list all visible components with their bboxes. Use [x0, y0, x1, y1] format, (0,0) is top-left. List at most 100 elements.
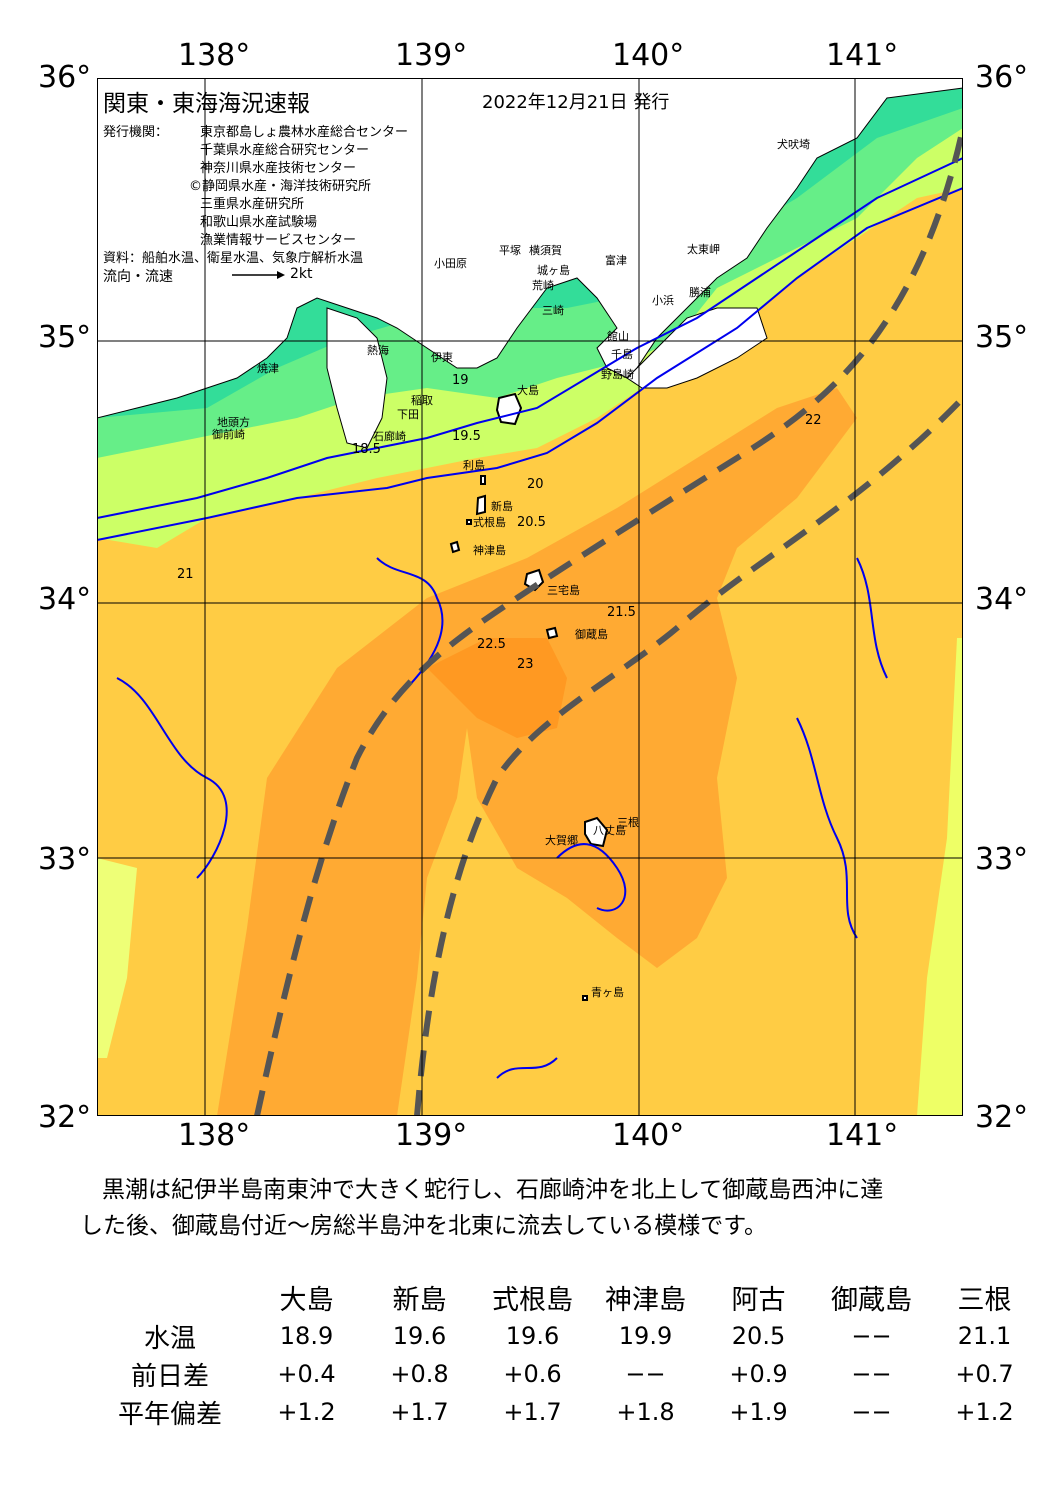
isotherm-18-5	[97, 157, 963, 519]
lat-label-34-left: 34°	[38, 582, 92, 617]
place-label: 勝浦	[689, 285, 711, 299]
place-label: 御前崎	[212, 427, 245, 441]
lon-label-141-top: 141°	[826, 38, 899, 73]
place-label: 利島	[463, 458, 485, 472]
isotherm-21-east	[796, 717, 858, 939]
place-label: 熱海	[367, 343, 389, 357]
contour-label: 18.5	[352, 442, 381, 457]
island-miyakejima	[523, 568, 545, 592]
contour-label: 22	[805, 413, 822, 428]
publisher-item: 和歌山県水産試験場	[200, 215, 318, 230]
table-row: 前日差 +0.4 +0.8 +0.6 −− +0.9 −− +0.7	[90, 1355, 1041, 1393]
data-source: 資料：船舶水温、衛星水温、気象庁解析水温	[103, 251, 364, 266]
lon-label-139-bottom: 139°	[395, 1118, 468, 1153]
table-cell: +0.7	[955, 1360, 1014, 1388]
lat-label-33-left: 33°	[38, 842, 92, 877]
place-label: 富津	[605, 253, 627, 267]
place-label: 式根島	[473, 515, 506, 529]
place-label: 神津島	[473, 543, 506, 557]
publisher-label: 発行機関：	[103, 125, 169, 140]
flow-scale-label: 2kt	[290, 266, 313, 282]
table-header-row: 大島 新島 式根島 神津島 阿古 御蔵島 三根	[90, 1278, 1041, 1317]
lon-label-140-bottom: 140°	[612, 1118, 685, 1153]
station-header: 神津島	[605, 1285, 686, 1316]
contour-label: 21.5	[607, 605, 636, 620]
honshu-land	[97, 78, 963, 419]
cool-eastern-strip	[917, 638, 963, 1116]
table-cell: −−	[851, 1360, 892, 1388]
table-cell: +1.2	[955, 1398, 1014, 1426]
place-label: 八丈島	[593, 823, 626, 837]
hot-core-area	[427, 638, 567, 738]
table-cell: +0.8	[390, 1360, 449, 1388]
publisher-item: 神奈川県水産技術センター	[200, 161, 357, 176]
publisher-item: 東京都島しょ農林水産総合センター	[200, 125, 409, 140]
table-cell: 19.6	[505, 1322, 560, 1350]
contour-label: 20.5	[517, 515, 546, 530]
table-cell: +0.4	[277, 1360, 336, 1388]
contour-label: 23	[517, 657, 534, 672]
station-header: 新島	[392, 1285, 447, 1316]
island-niijima	[475, 494, 486, 516]
table-cell: +1.2	[277, 1398, 336, 1426]
place-label: 太東岬	[687, 243, 720, 256]
island-oshima	[495, 392, 523, 426]
place-label: 石廊崎	[373, 429, 406, 443]
lat-label-33-right: 33°	[975, 842, 1029, 877]
isotherm-21-central	[376, 557, 444, 699]
place-label: 野島崎	[601, 367, 634, 381]
map-title: 関東・東海海況速報	[103, 91, 310, 117]
table-cell: 21.1	[957, 1322, 1012, 1350]
place-name-labels: 犬吠埼 太東岬 小浜 勝浦 富津 館山 千島 野島崎 平塚 横須賀 城ヶ島 荒崎…	[212, 137, 810, 999]
isotherm-21-west	[116, 677, 228, 879]
contour-value-labels: 18.5 19 19.5 20 20.5 21 21.5 22 22.5 23	[177, 373, 822, 672]
station-header: 阿古	[731, 1285, 786, 1316]
isotherm-22-south	[496, 1057, 558, 1079]
contour-label: 19.5	[452, 429, 481, 444]
contour-label: 19	[452, 373, 469, 388]
station-header: 式根島	[492, 1285, 573, 1316]
publisher-item: ©静岡県水産・海洋技術研究所	[189, 179, 372, 194]
kuroshio-axis	[254, 127, 963, 1116]
place-label: 小田原	[434, 257, 467, 270]
map-issue-date: 2022年12月21日 発行	[482, 92, 670, 113]
lon-label-141-bottom: 141°	[826, 1118, 899, 1153]
contour-label: 22.5	[477, 637, 506, 652]
graticule	[97, 78, 963, 1116]
lat-label-32-right: 32°	[975, 1100, 1029, 1135]
place-label: 青ヶ島	[591, 985, 624, 999]
table-cell: +1.7	[390, 1398, 449, 1426]
place-label: 伊東	[431, 351, 453, 364]
lat-label-34-right: 34°	[975, 582, 1029, 617]
place-label: 焼津	[257, 362, 279, 375]
table-row: 平年偏差 +1.2 +1.7 +1.7 +1.8 +1.9 −− +1.2	[90, 1393, 1041, 1431]
place-label: 大賀郷	[545, 833, 578, 847]
island-mikurajima	[545, 626, 559, 640]
place-label: 横須賀	[529, 243, 562, 257]
lat-label-36-left: 36°	[38, 60, 92, 95]
summary-line-1: 黒潮は紀伊半島南東沖で大きく蛇行し、石廊崎沖を北上して御蔵島西沖に達	[102, 1177, 884, 1203]
sea-temperature-map[interactable]: 犬吠埼 太東岬 小浜 勝浦 富津 館山 千島 野島崎 平塚 横須賀 城ヶ島 荒崎…	[97, 78, 963, 1116]
table-cell: +1.7	[503, 1398, 562, 1426]
row-header: 前日差	[130, 1361, 209, 1392]
island-aogashima	[582, 995, 588, 1001]
place-label: 御蔵島	[575, 627, 608, 641]
place-label: 大島	[517, 383, 539, 397]
isotherm-21-5-hachijo	[556, 843, 627, 912]
place-label: 小浜	[652, 294, 674, 307]
table-cell: −−	[851, 1322, 892, 1350]
contour-label: 21	[177, 567, 194, 582]
flow-scale-arrow	[232, 271, 285, 279]
table-cell: +1.9	[729, 1398, 788, 1426]
lat-label-35-left: 35°	[38, 320, 92, 355]
station-header: 三根	[957, 1285, 1012, 1316]
isotherm-19	[97, 187, 963, 541]
table-cell: 18.9	[279, 1322, 334, 1350]
publisher-item: 漁業情報サービスセンター	[200, 233, 357, 248]
kuroshio-axis-outer	[414, 395, 963, 1116]
island-shikinejima	[466, 519, 472, 525]
flow-legend-label: 流向・流速	[103, 269, 173, 285]
station-temperature-table: 大島 新島 式根島 神津島 阿古 御蔵島 三根 水温 18.9 19.6 19.…	[90, 1278, 1041, 1431]
summary-text: 黒潮は紀伊半島南東沖で大きく蛇行し、石廊崎沖を北上して御蔵島西沖に達 した後、御…	[80, 1172, 1040, 1244]
place-label: 平塚	[499, 244, 521, 257]
